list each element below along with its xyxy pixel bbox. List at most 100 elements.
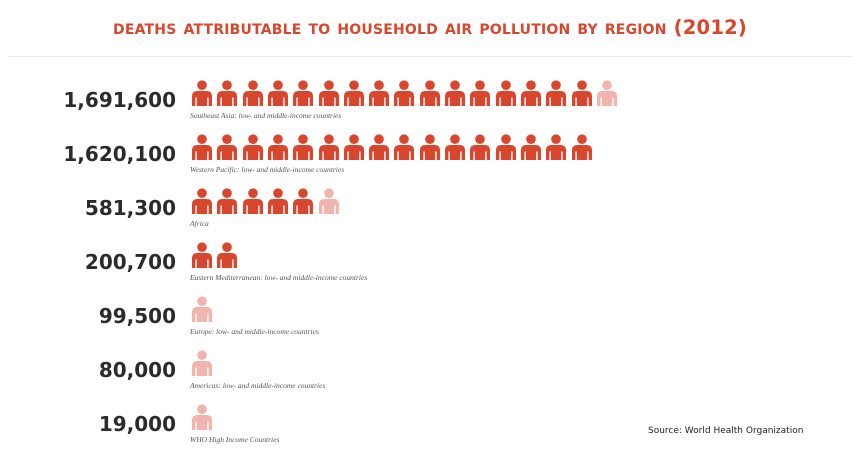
person-icon <box>468 80 492 108</box>
person-body <box>369 91 390 106</box>
person-body <box>293 199 314 214</box>
person-body <box>217 91 238 106</box>
icon-row <box>190 80 790 110</box>
region-label: Eastern Mediterranean: low- and middle-i… <box>190 273 368 282</box>
person-body <box>495 91 516 106</box>
person-head <box>323 80 334 90</box>
person-icon <box>317 134 341 162</box>
value-label: 19,000 <box>98 412 176 436</box>
person-head <box>222 242 233 252</box>
person-icon <box>190 242 214 270</box>
person-icon <box>443 134 467 162</box>
value-label: 1,620,100 <box>63 142 176 166</box>
person-body <box>419 91 440 106</box>
icon-row <box>190 134 790 164</box>
person-head <box>526 80 536 90</box>
person-body <box>419 145 440 160</box>
person-body <box>343 91 364 106</box>
person-head <box>273 188 283 198</box>
person-head <box>576 134 587 144</box>
person-icon <box>190 80 214 108</box>
value-label: 1,691,600 <box>63 88 176 112</box>
person-icon <box>494 80 518 108</box>
icon-row <box>190 188 790 218</box>
region-label: Africa <box>190 219 209 228</box>
person-body <box>596 91 617 106</box>
person-body <box>470 145 491 160</box>
person-body <box>369 145 390 160</box>
region-label: WHO High Income Countries <box>190 435 280 444</box>
person-body <box>192 361 212 376</box>
person-head <box>601 80 612 90</box>
person-icon <box>392 80 416 108</box>
person-body <box>242 91 263 106</box>
icon-row <box>190 296 790 326</box>
pictograph-row: 581,300 Africa <box>0 188 860 238</box>
person-body <box>242 145 263 160</box>
value-label: 80,000 <box>98 358 176 382</box>
person-head <box>247 80 258 90</box>
person-icon <box>215 80 239 108</box>
person-icon <box>342 80 366 108</box>
person-body <box>267 91 288 106</box>
person-icon <box>241 134 265 162</box>
person-icon <box>392 134 416 162</box>
person-icon-partial <box>595 80 619 108</box>
person-head <box>475 134 486 144</box>
person-icon <box>519 134 543 162</box>
value-label: 200,700 <box>84 250 176 274</box>
person-head <box>323 188 334 198</box>
person-head <box>424 80 435 90</box>
source-note: Source: World Health Organization <box>648 426 804 436</box>
person-icon <box>190 134 214 162</box>
person-icon <box>215 188 239 216</box>
person-body <box>293 145 314 160</box>
person-head <box>222 134 233 144</box>
person-head <box>374 80 384 90</box>
person-icon <box>570 80 594 108</box>
person-head <box>526 134 536 144</box>
pictograph-row: 19,000 WHO High Income Countries <box>0 404 860 454</box>
person-body <box>445 145 465 160</box>
person-icon <box>266 80 290 108</box>
person-head <box>197 80 207 90</box>
person-head <box>323 134 334 144</box>
person-head <box>197 404 207 414</box>
person-icon-partial <box>190 296 214 324</box>
person-body <box>318 145 339 160</box>
person-icon <box>266 188 290 216</box>
person-head <box>197 296 207 306</box>
person-head <box>222 80 233 90</box>
person-head <box>551 80 561 90</box>
person-icon <box>215 242 239 270</box>
person-head <box>475 80 486 90</box>
person-body <box>394 91 415 106</box>
person-head <box>576 80 587 90</box>
person-body <box>520 145 541 160</box>
person-icon-partial <box>190 350 214 378</box>
person-icon <box>317 80 341 108</box>
person-body <box>318 91 339 106</box>
person-head <box>273 80 283 90</box>
person-body <box>495 145 516 160</box>
region-label: Western Pacific: low- and middle-income … <box>190 165 345 174</box>
person-icon <box>190 188 214 216</box>
person-icon-partial <box>190 404 214 432</box>
person-body <box>318 199 339 214</box>
person-body <box>242 199 263 214</box>
person-head <box>247 188 258 198</box>
region-label: Southeast Asia: low- and middle-income c… <box>190 111 342 120</box>
person-head <box>298 134 308 144</box>
person-icon <box>241 188 265 216</box>
person-body <box>394 145 415 160</box>
region-label: Europe: low- and middle-income countries <box>190 327 319 336</box>
person-icon <box>215 134 239 162</box>
person-body <box>217 199 238 214</box>
person-head <box>500 80 511 90</box>
person-head <box>399 134 410 144</box>
person-body <box>192 415 212 430</box>
person-body <box>192 253 212 268</box>
person-head <box>500 134 511 144</box>
person-head <box>222 188 233 198</box>
person-body <box>192 91 212 106</box>
